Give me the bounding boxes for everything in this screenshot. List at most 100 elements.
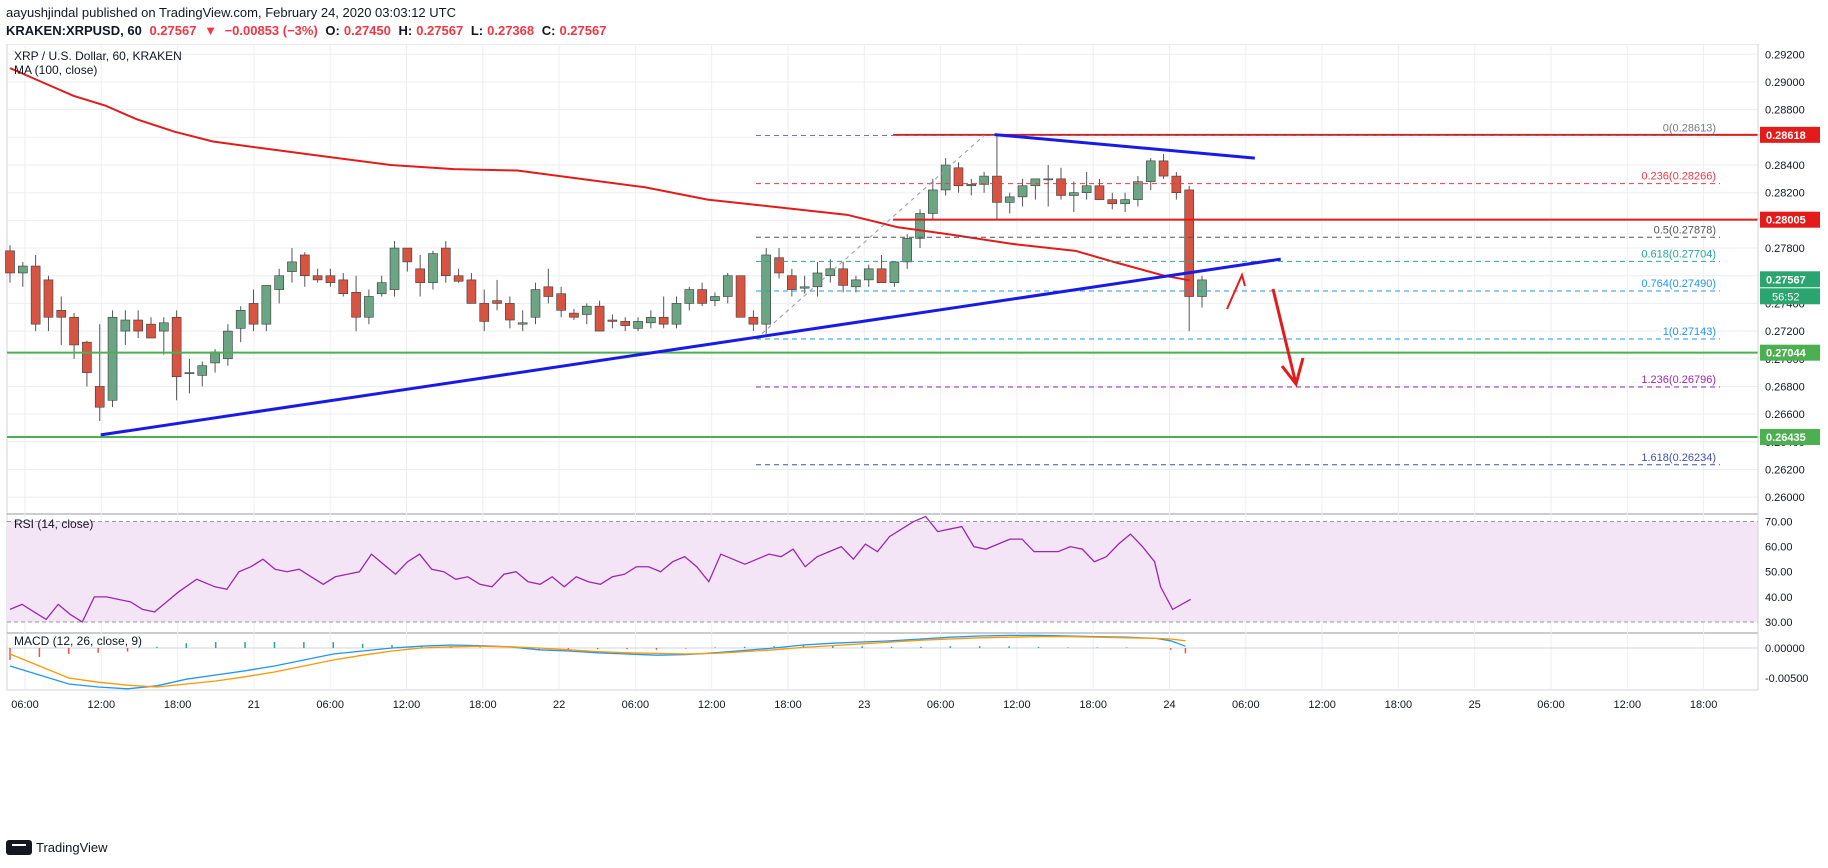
candle-body — [671, 303, 682, 325]
fib-level-label: 0(0.28613) — [1663, 123, 1716, 135]
y-tick-label: 0.29000 — [1765, 77, 1805, 89]
candle-body — [351, 292, 361, 318]
x-tick-label: 18:00 — [1079, 699, 1107, 711]
candle-body — [1043, 178, 1053, 181]
rsi-y-tick: 50.00 — [1765, 567, 1793, 579]
macd-line — [9, 634, 1186, 690]
candle-body — [787, 275, 797, 290]
footer-brand-text: TradingView — [36, 840, 108, 855]
y-tick-label: 0.26000 — [1765, 492, 1805, 504]
candle-body — [863, 268, 874, 281]
y-tick-label: 0.27200 — [1765, 326, 1805, 338]
close-label: C: — [541, 23, 556, 38]
macd-y-tick: -0.00500 — [1765, 673, 1808, 685]
x-tick-label: 12:00 — [698, 699, 726, 711]
candle-body — [697, 289, 707, 304]
candle-body — [517, 322, 528, 325]
candle-body — [979, 175, 989, 185]
candle-body — [338, 279, 349, 295]
down-arrow-icon — [1271, 288, 1298, 385]
candle-body — [1107, 199, 1118, 205]
x-tick-label: 25 — [1469, 699, 1481, 711]
rsi-title: RSI (14, close) — [14, 517, 93, 531]
candle-body — [735, 275, 746, 318]
candle-body — [56, 310, 67, 318]
signal-line — [9, 635, 1186, 688]
candle-body — [966, 184, 977, 187]
chart-canvas[interactable]: 0(0.28613) 0.236(0.28266) 0.5(0.27878) 0.61… — [0, 43, 1828, 860]
fib-level-label: 0.5(0.27878) — [1654, 224, 1716, 236]
last-price: 0.27567 — [149, 23, 197, 38]
candle-body — [466, 279, 477, 304]
current-price-tag — [1760, 271, 1820, 288]
x-tick-label: 06:00 — [316, 699, 344, 711]
tradingview-logo-icon — [6, 840, 32, 855]
x-tick-label: 06:00 — [11, 699, 39, 711]
macd-y-tick: 0.00000 — [1765, 643, 1805, 655]
candle-body — [402, 247, 413, 263]
candle-body — [133, 319, 143, 332]
chart-header: aayushjindal published on TradingView.co… — [0, 0, 1828, 44]
candle-body — [569, 312, 579, 318]
candle-body — [376, 282, 387, 295]
rsi-y-tick: 60.00 — [1765, 542, 1793, 554]
candle-body — [633, 321, 643, 329]
x-tick-label: 18:00 — [164, 699, 192, 711]
candle-body — [876, 268, 887, 283]
fib-diagonal — [755, 135, 985, 340]
level-price-label: 0.26435 — [1766, 432, 1806, 444]
countdown-label: 56:52 — [1772, 291, 1800, 303]
candle-body — [1094, 185, 1105, 200]
candle-body — [43, 279, 54, 318]
candle-body — [851, 279, 861, 288]
candle-body — [120, 319, 131, 332]
level-price-tag — [1760, 126, 1820, 143]
x-tick-label: 06:00 — [622, 699, 650, 711]
level-price-label: 0.28618 — [1766, 130, 1806, 142]
x-tick-label: 12:00 — [1308, 699, 1336, 711]
fib-level-label: 0.236(0.28266) — [1641, 171, 1716, 183]
candle-body — [1145, 160, 1156, 182]
x-tick-label: 12:00 — [393, 699, 421, 711]
candle-body — [69, 316, 79, 346]
y-tick-label: 0.29200 — [1765, 49, 1805, 61]
level-price-tag — [1760, 344, 1820, 361]
candle-body — [761, 254, 772, 325]
candle-body — [889, 261, 900, 283]
candle-body — [440, 247, 451, 277]
y-tick-label: 0.27800 — [1765, 243, 1805, 255]
candle-body — [82, 341, 92, 373]
low-value: 0.27368 — [487, 23, 535, 38]
candle-body — [684, 289, 695, 304]
down-arrowhead-icon — [1280, 357, 1305, 388]
candle-body — [799, 286, 810, 289]
candle-body — [415, 268, 425, 283]
candle-body — [530, 289, 541, 318]
candle-body — [312, 275, 323, 281]
y-tick-label: 0.26200 — [1765, 464, 1805, 476]
candle-body — [1158, 160, 1169, 177]
high-value: 0.27567 — [416, 23, 464, 38]
candle-body — [774, 257, 784, 274]
fib-level-label: 1.236(0.26796) — [1641, 374, 1716, 386]
candle-body — [364, 296, 374, 318]
macd-title: MACD (12, 26, close, 9) — [14, 634, 142, 648]
x-tick-label: 06:00 — [1537, 699, 1565, 711]
symbol-label: KRAKEN:XRPUSD, 60 — [6, 23, 142, 38]
candle-body — [838, 268, 848, 286]
fib-level-label: 0.618(0.27704) — [1641, 248, 1716, 260]
high-label: H: — [398, 23, 413, 38]
y-tick-label: 0.26600 — [1765, 409, 1805, 421]
y-tick-label: 0.28200 — [1765, 188, 1805, 200]
rising-support-trendline — [100, 257, 1281, 437]
candle-body — [1069, 192, 1079, 196]
candle-body — [94, 386, 105, 408]
candle-body — [223, 330, 233, 360]
main-chart-title: XRP / U.S. Dollar, 60, KRAKEN — [14, 49, 182, 63]
x-tick-label: 24 — [1163, 699, 1175, 711]
rsi-line — [9, 515, 1192, 623]
candle-body — [248, 303, 259, 325]
candle-body — [928, 189, 938, 214]
y-tick-label: 0.26800 — [1765, 381, 1805, 393]
chart-area[interactable]: 0(0.28613) 0.236(0.28266) 0.5(0.27878) 0.61… — [0, 43, 1828, 860]
